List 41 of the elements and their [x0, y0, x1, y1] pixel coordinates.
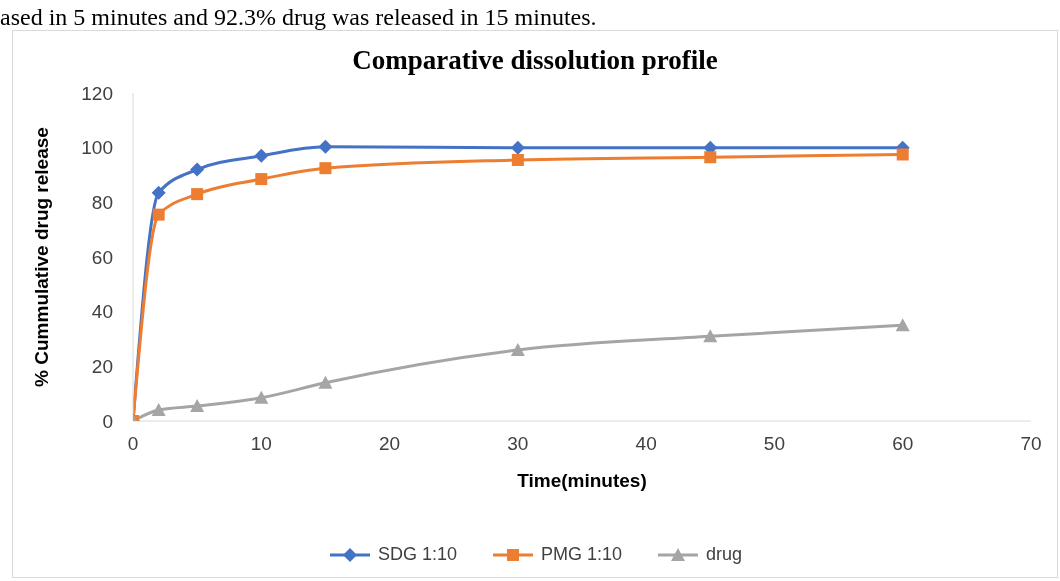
legend-label: PMG 1:10	[540, 544, 623, 565]
point	[254, 148, 269, 163]
x-tick-label: 40	[635, 433, 657, 455]
x-tick-label: 20	[379, 433, 401, 455]
point	[510, 342, 525, 356]
y-axis-title: % Cummulative drug release	[30, 127, 52, 387]
y-tick-label: 0	[102, 410, 113, 432]
point	[190, 162, 205, 177]
point	[318, 375, 333, 389]
y-tick-label: 40	[91, 301, 113, 323]
point	[318, 139, 333, 154]
x-axis-title: Time(minutes)	[517, 470, 647, 491]
point	[254, 390, 269, 404]
legend-label: drug	[706, 544, 743, 565]
point	[895, 318, 910, 332]
y-tick-label: 20	[91, 356, 113, 378]
x-tick-label: 60	[892, 433, 914, 455]
chart-title: Comparative dissolution profile	[351, 45, 719, 76]
point	[896, 148, 909, 161]
point	[510, 140, 525, 155]
y-tick-label: 120	[81, 82, 113, 104]
point	[319, 162, 332, 175]
point	[190, 398, 205, 412]
point	[704, 151, 717, 164]
x-tick-label: 70	[1020, 433, 1042, 455]
x-tick-label: 30	[507, 433, 529, 455]
point	[151, 403, 166, 417]
point	[191, 188, 204, 201]
point	[255, 173, 268, 186]
legend-label: SDG 1:10	[377, 544, 457, 565]
point	[511, 153, 524, 166]
x-tick-label: 10	[250, 433, 272, 455]
x-tick-label: 50	[763, 433, 785, 455]
x-tick-label: 0	[127, 433, 139, 455]
y-tick-label: 60	[91, 246, 113, 268]
y-tick-label: 80	[91, 192, 113, 214]
point	[703, 329, 718, 343]
point	[151, 185, 166, 200]
text: ased in 5 minutes and 92.3% drug was released in 15 minutes.	[0, 4, 598, 30]
y-tick-label: 100	[81, 137, 113, 159]
point	[152, 208, 165, 221]
